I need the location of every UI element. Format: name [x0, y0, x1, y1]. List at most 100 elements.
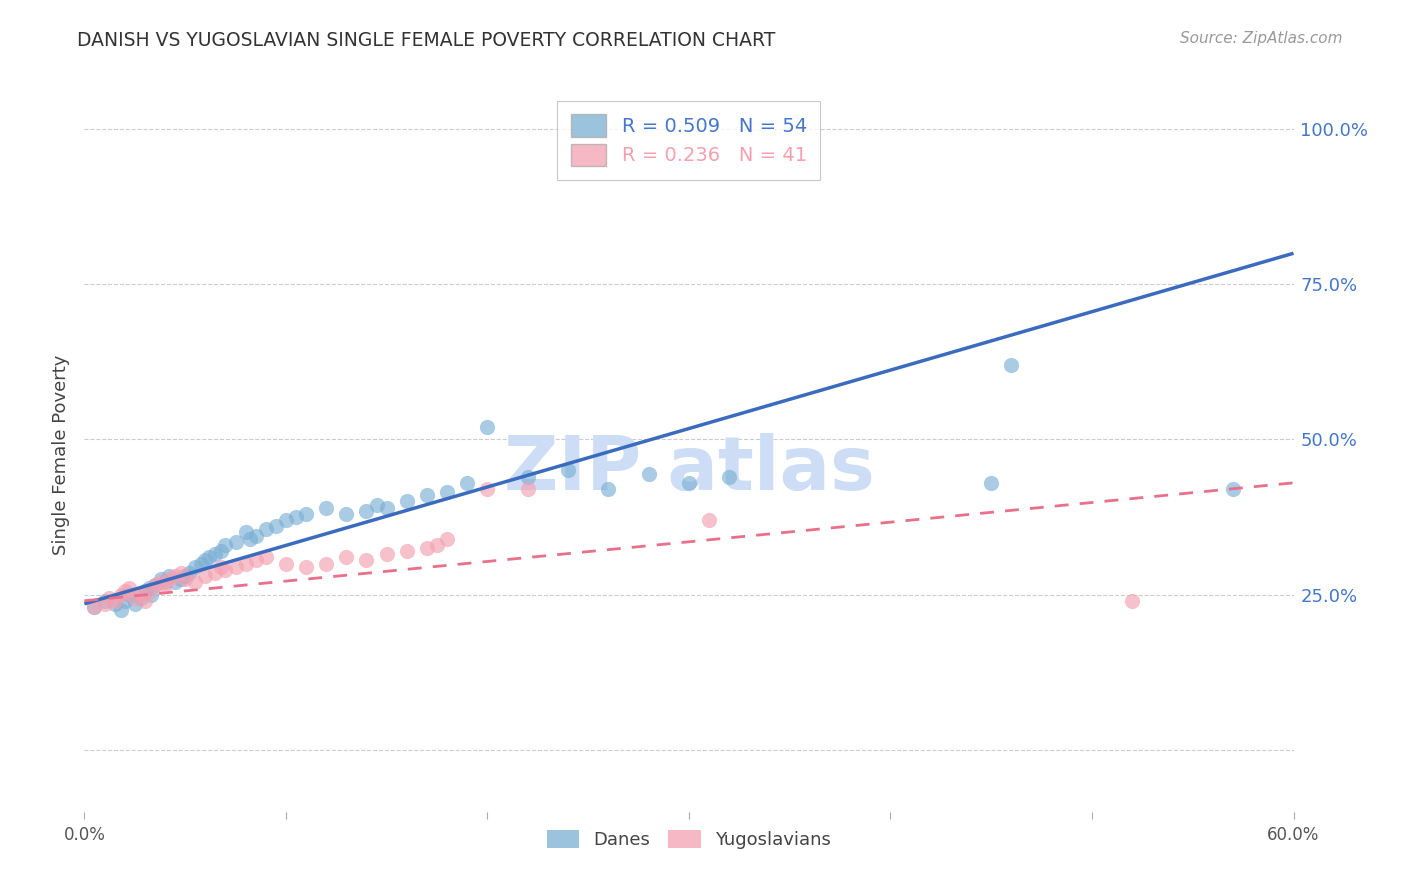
Point — [209, 559, 232, 574]
Point — [209, 544, 232, 558]
Point — [214, 538, 236, 552]
Point — [143, 578, 166, 592]
Point — [254, 522, 277, 536]
Text: ZIP atlas: ZIP atlas — [503, 433, 875, 506]
Legend: Danes, Yugoslavians: Danes, Yugoslavians — [540, 822, 838, 856]
Point — [375, 547, 398, 561]
Point — [395, 544, 418, 558]
Point — [110, 603, 132, 617]
Point — [214, 563, 236, 577]
Point — [1121, 593, 1143, 607]
Point — [198, 550, 221, 565]
Point — [165, 569, 187, 583]
Point — [335, 507, 357, 521]
Point — [1222, 482, 1244, 496]
Point — [138, 582, 160, 596]
Point — [149, 572, 172, 586]
Point — [124, 591, 146, 605]
Point — [235, 525, 257, 540]
Point — [245, 528, 267, 542]
Point — [157, 572, 180, 586]
Point — [97, 591, 120, 605]
Point — [245, 553, 267, 567]
Point — [104, 597, 127, 611]
Point — [436, 485, 458, 500]
Point — [134, 584, 156, 599]
Text: Source: ZipAtlas.com: Source: ZipAtlas.com — [1180, 31, 1343, 46]
Point — [114, 593, 136, 607]
Point — [315, 500, 337, 515]
Point — [143, 578, 166, 592]
Point — [366, 498, 388, 512]
Point — [93, 593, 115, 607]
Point — [194, 553, 217, 567]
Point — [295, 559, 318, 574]
Point — [477, 482, 499, 496]
Point — [179, 566, 201, 580]
Point — [184, 575, 207, 590]
Point — [194, 569, 217, 583]
Point — [557, 463, 579, 477]
Point — [477, 420, 499, 434]
Point — [129, 591, 152, 605]
Point — [264, 519, 287, 533]
Point — [114, 584, 136, 599]
Point — [204, 566, 226, 580]
Point — [436, 532, 458, 546]
Point — [456, 475, 478, 490]
Point — [356, 553, 378, 567]
Point — [204, 547, 226, 561]
Point — [235, 557, 257, 571]
Point — [184, 559, 207, 574]
Point — [170, 572, 193, 586]
Point — [295, 507, 318, 521]
Point — [124, 597, 146, 611]
Point — [225, 534, 247, 549]
Point — [980, 475, 1002, 490]
Point — [83, 599, 105, 614]
Point — [190, 557, 212, 571]
Point — [335, 550, 357, 565]
Point — [718, 469, 741, 483]
Point — [110, 588, 132, 602]
Point — [134, 593, 156, 607]
Point — [104, 593, 127, 607]
Point — [174, 569, 197, 583]
Point — [315, 557, 337, 571]
Point — [149, 575, 172, 590]
Point — [157, 569, 180, 583]
Point — [170, 566, 193, 580]
Y-axis label: Single Female Poverty: Single Female Poverty — [52, 355, 70, 555]
Point — [83, 599, 105, 614]
Point — [153, 575, 176, 590]
Point — [516, 482, 538, 496]
Point — [165, 575, 187, 590]
Point — [416, 541, 439, 555]
Point — [138, 584, 160, 599]
Point — [274, 557, 297, 571]
Point — [254, 550, 277, 565]
Point — [153, 578, 176, 592]
Point — [426, 538, 449, 552]
Point — [225, 559, 247, 574]
Point — [174, 572, 197, 586]
Point — [118, 588, 141, 602]
Point — [678, 475, 700, 490]
Point — [516, 469, 538, 483]
Point — [697, 513, 720, 527]
Point — [93, 597, 115, 611]
Point — [598, 482, 620, 496]
Point — [416, 488, 439, 502]
Point — [129, 588, 152, 602]
Point — [375, 500, 398, 515]
Point — [139, 588, 162, 602]
Point — [118, 582, 141, 596]
Point — [356, 504, 378, 518]
Point — [239, 532, 262, 546]
Point — [395, 494, 418, 508]
Point — [1000, 358, 1022, 372]
Point — [637, 467, 659, 481]
Point — [285, 510, 308, 524]
Text: DANISH VS YUGOSLAVIAN SINGLE FEMALE POVERTY CORRELATION CHART: DANISH VS YUGOSLAVIAN SINGLE FEMALE POVE… — [77, 31, 776, 50]
Point — [274, 513, 297, 527]
